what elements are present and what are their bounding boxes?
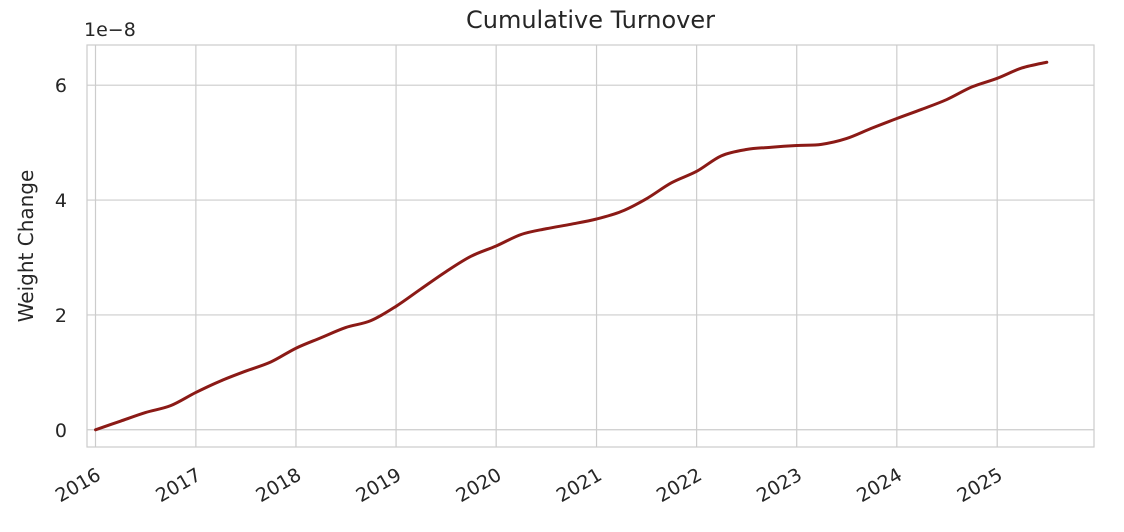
plot-frame bbox=[86, 44, 1095, 448]
grid-lines bbox=[87, 45, 1094, 447]
y-offset-label: 1e−8 bbox=[84, 19, 136, 41]
y-tick-label-0: 0 bbox=[55, 420, 67, 442]
chart-title: Cumulative Turnover bbox=[466, 6, 715, 34]
x-tick-label-2024: 2024 bbox=[853, 464, 906, 507]
x-tick-label-2018: 2018 bbox=[252, 464, 305, 507]
series-layer bbox=[94, 60, 1049, 432]
x-tick-label-2023: 2023 bbox=[753, 464, 806, 507]
x-tick-label-2019: 2019 bbox=[352, 464, 405, 507]
x-tick-labels: 2016 2017 2018 2019 2020 2021 2022 2023 2024 2025 bbox=[52, 464, 1007, 507]
y-axis-label: Weight Change bbox=[14, 170, 38, 323]
y-tick-label-6: 6 bbox=[55, 75, 67, 97]
x-tick-label-2022: 2022 bbox=[653, 464, 706, 507]
series-line-0 bbox=[94, 60, 1049, 432]
x-tick-label-2025: 2025 bbox=[953, 464, 1006, 507]
x-tick-label-2020: 2020 bbox=[452, 464, 505, 507]
y-tick-label-2: 2 bbox=[55, 305, 67, 327]
x-tick-label-2017: 2017 bbox=[152, 464, 205, 507]
x-tick-label-2016: 2016 bbox=[52, 464, 105, 507]
x-tick-label-2021: 2021 bbox=[553, 464, 606, 507]
y-tick-labels: 0 2 4 6 bbox=[55, 75, 67, 442]
y-tick-label-4: 4 bbox=[55, 190, 67, 212]
